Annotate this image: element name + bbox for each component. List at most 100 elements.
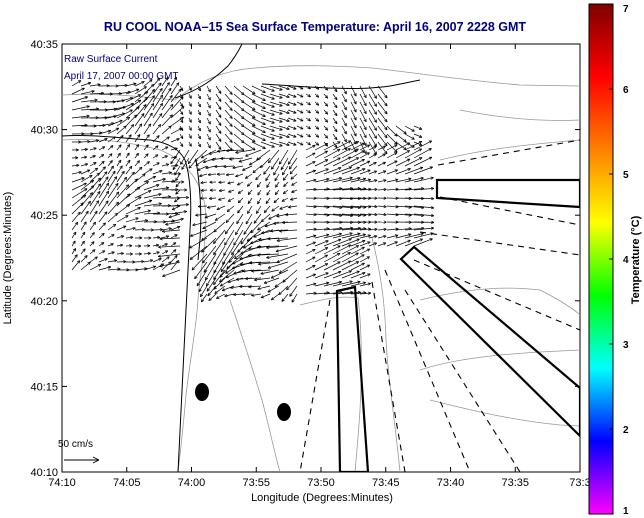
- current-vector: [116, 159, 122, 167]
- current-vector: [332, 156, 352, 167]
- x-tick-label: 73:35: [501, 477, 529, 489]
- radial-line: [437, 139, 580, 166]
- current-vector: [377, 227, 387, 232]
- current-vector: [395, 177, 412, 183]
- current-vector: [206, 85, 211, 93]
- current-vector: [368, 170, 378, 175]
- current-vector: [413, 238, 433, 247]
- current-vector: [251, 141, 266, 149]
- current-vector: [170, 155, 178, 160]
- current-vector: [377, 170, 387, 175]
- current-vector: [247, 189, 253, 195]
- current-vector: [71, 114, 90, 119]
- current-vector: [125, 217, 139, 223]
- current-vector: [71, 248, 77, 255]
- contour-line: [229, 299, 281, 472]
- current-vector: [107, 212, 118, 223]
- current-vector: [161, 261, 172, 271]
- current-vector: [161, 256, 170, 263]
- current-vector: [323, 270, 342, 279]
- current-vector: [125, 186, 141, 199]
- current-vector: [314, 85, 320, 90]
- current-vector: [350, 281, 366, 287]
- current-vector: [152, 177, 166, 183]
- current-vector: [238, 157, 253, 163]
- current-vector: [161, 250, 169, 255]
- current-vector: [89, 139, 100, 143]
- current-vector: [143, 192, 162, 199]
- current-vector: [161, 136, 170, 143]
- current-vector: [267, 237, 289, 241]
- current-vector: [161, 155, 168, 159]
- colorbar-tick-label: 1: [623, 506, 629, 517]
- current-vector: [332, 117, 338, 125]
- current-vector: [377, 85, 388, 99]
- current-vector: [290, 197, 298, 201]
- current-vector: [368, 212, 378, 217]
- current-vector: [192, 221, 208, 227]
- current-vector: [98, 146, 106, 151]
- current-vector: [395, 142, 411, 151]
- current-vector: [278, 133, 290, 139]
- current-vector: [71, 188, 88, 199]
- current-vector: [107, 243, 114, 247]
- current-vector: [107, 191, 120, 207]
- current-vector: [152, 154, 159, 159]
- current-vector: [206, 101, 211, 109]
- current-vector: [71, 260, 81, 271]
- current-vector: [332, 244, 352, 255]
- current-vector: [251, 85, 266, 93]
- current-vector: [80, 255, 88, 263]
- current-vector: [181, 157, 190, 170]
- current-vector: [162, 269, 181, 278]
- current-vector: [314, 233, 330, 239]
- current-vector: [116, 109, 133, 119]
- current-vector: [71, 182, 87, 191]
- current-vector: [143, 89, 155, 103]
- current-vector: [116, 251, 124, 256]
- current-vector: [116, 235, 125, 239]
- current-vector: [207, 172, 217, 177]
- current-vector: [404, 141, 415, 148]
- current-vector: [98, 242, 105, 247]
- current-vector: [170, 242, 177, 247]
- current-vector: [269, 117, 283, 123]
- current-vector: [197, 85, 201, 92]
- current-vector: [275, 181, 280, 188]
- current-vector: [323, 261, 341, 271]
- current-vector: [350, 125, 357, 137]
- current-vector: [80, 248, 86, 255]
- current-vector: [71, 163, 80, 168]
- colorbar-tick-label: 5: [623, 170, 629, 181]
- current-vector: [216, 172, 226, 176]
- current-vector: [80, 147, 88, 152]
- current-vector: [377, 101, 388, 115]
- current-vector: [235, 221, 244, 236]
- current-vector: [278, 85, 290, 91]
- current-vector: [179, 109, 184, 115]
- current-vector: [107, 165, 114, 175]
- current-vector: [287, 133, 297, 138]
- colorbar-ticks: 7 6 5 4 3 2 1: [609, 3, 629, 517]
- current-vector: [242, 125, 256, 135]
- current-vector: [314, 125, 320, 130]
- current-vector: [289, 285, 298, 297]
- current-vector: [242, 117, 256, 127]
- current-vector: [269, 229, 289, 233]
- current-vector: [377, 179, 387, 183]
- current-vector: [359, 264, 371, 271]
- current-vector: [187, 149, 199, 164]
- current-vector: [260, 141, 275, 148]
- current-vector: [224, 293, 235, 298]
- current-vector: [359, 93, 367, 107]
- current-vector: [404, 176, 424, 183]
- current-vector: [161, 227, 172, 231]
- current-vector: [263, 165, 271, 175]
- current-vector: [323, 133, 329, 139]
- current-vector: [71, 170, 82, 175]
- current-vector: [161, 163, 170, 167]
- current-vector: [98, 154, 105, 159]
- current-vector: [341, 270, 360, 279]
- current-vector: [287, 109, 297, 114]
- current-vector: [224, 117, 233, 127]
